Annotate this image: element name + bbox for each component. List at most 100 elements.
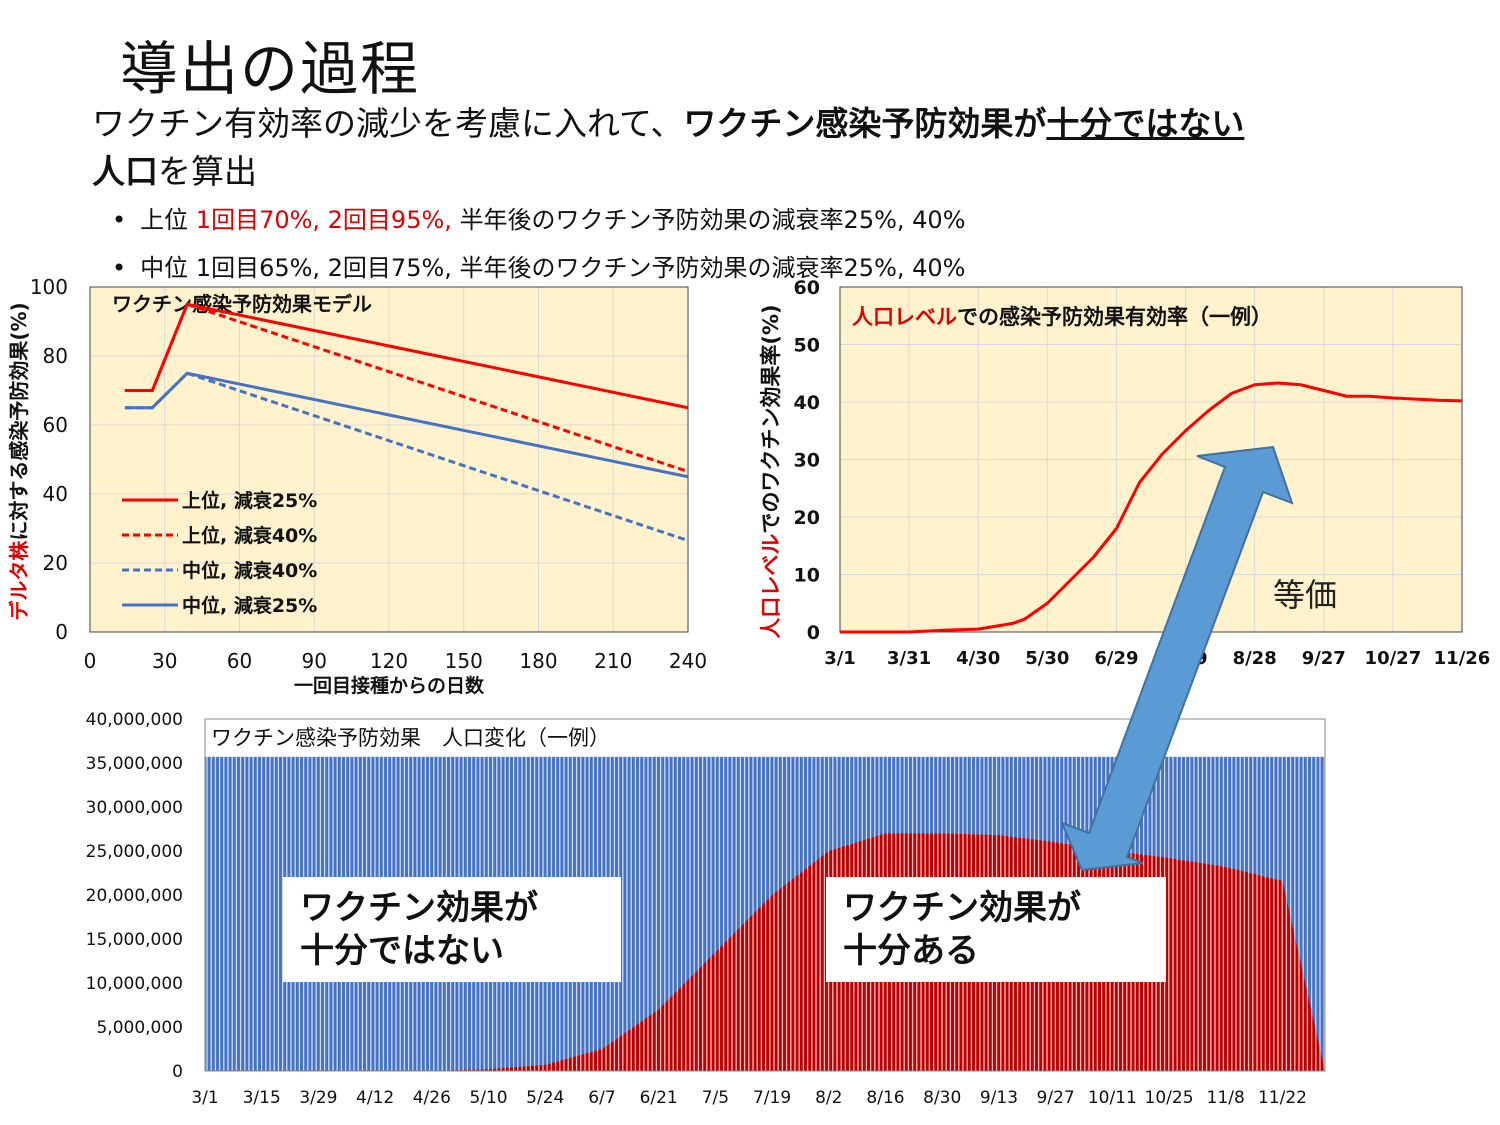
lead-underlined: 十分ではない (1046, 104, 1245, 143)
label-right-line1: ワクチン効果が (843, 888, 1081, 928)
plot-area (89, 286, 689, 633)
x-tick-label: 3/15 (243, 1088, 281, 1108)
x-tick-label: 8/16 (866, 1088, 904, 1108)
x-tick-label: 11/8 (1207, 1088, 1245, 1108)
x-tick-label: 9/27 (1037, 1088, 1075, 1108)
x-tick-label: 10/25 (1145, 1088, 1194, 1108)
y-axis-label-red: 人口レベル (759, 534, 783, 639)
legend-label: 中位, 減衰25% (182, 594, 317, 617)
x-tick-label: 6/21 (640, 1088, 678, 1108)
bullet-1-label: 上位 (140, 206, 189, 234)
x-tick-label: 6/29 (1094, 648, 1138, 669)
area-sufficient (205, 833, 1325, 1071)
label-left-line1: ワクチン効果が (300, 888, 538, 928)
legend-label: 上位, 減衰40% (182, 524, 317, 547)
y-axis-label-rest: に対する感染予防効果(%) (7, 302, 31, 540)
x-tick-label: 5/10 (469, 1088, 507, 1108)
y-tick-label: 50 (794, 335, 820, 357)
x-tick-label: 10/11 (1088, 1088, 1137, 1108)
bullet-2-label: 中位 (140, 254, 189, 282)
y-tick-label: 30 (794, 450, 820, 472)
x-tick-label: 240 (669, 649, 707, 673)
plot-border (89, 286, 689, 633)
equivalent-label: 等価 (1273, 576, 1337, 614)
y-tick-label: 20,000,000 (86, 886, 183, 906)
chart-title: ワクチン感染予防効果モデル (112, 292, 372, 316)
y-tick-label: 35,000,000 (86, 754, 183, 774)
bar-stripes (206, 756, 1325, 1071)
x-tick-label: 8/28 (1233, 648, 1277, 669)
y-axis-label: デルタ株に対する感染予防効果(%) (7, 302, 31, 620)
chart-title: 人口レベルでの感染予防効果有効率（一例） (852, 305, 1272, 329)
y-axis-label: 人口レベルでのワクチン効果率(%) (759, 304, 783, 638)
y-tick-label: 100 (30, 275, 68, 299)
y-tick-label: 40,000,000 (86, 710, 183, 730)
x-tick-label: 4/30 (956, 648, 1000, 669)
y-tick-label: 40 (794, 392, 820, 414)
y-axis-label-rest: でのワクチン効果率(%) (759, 304, 783, 533)
x-tick-label: 10/27 (1365, 648, 1422, 669)
x-tick-label: 8/30 (923, 1088, 961, 1108)
series-line (124, 371, 689, 542)
x-tick-label: 3/29 (299, 1088, 337, 1108)
x-tick-label: 5/24 (526, 1088, 564, 1108)
y-tick-label: 40 (43, 482, 68, 506)
y-tick-label: 0 (807, 622, 820, 644)
x-tick-label: 8/2 (815, 1088, 842, 1108)
y-tick-label: 5,000,000 (96, 1018, 183, 1038)
lead-part1: ワクチン有効率の減少を考慮に入れて、 (92, 104, 684, 143)
x-tick-label: 4/26 (413, 1088, 451, 1108)
legend-label: 中位, 減衰40% (182, 559, 317, 582)
label-box-right (826, 877, 1166, 982)
y-axis-label-red: デルタ株 (7, 540, 31, 621)
x-tick-label: 5/30 (1025, 648, 1069, 669)
lead-bold: ワクチン感染予防効果が (683, 104, 1047, 143)
x-tick-label: 6/7 (588, 1088, 615, 1108)
lead-bold2: 人口 (92, 152, 158, 191)
x-tick-label: 60 (227, 649, 252, 673)
area-not-sufficient (205, 756, 1325, 1071)
y-tick-label: 10 (794, 565, 820, 587)
x-tick-label: 150 (445, 649, 483, 673)
y-tick-label: 0 (172, 1062, 183, 1082)
bullet-2: • 中位 1回目65%, 2回目75%, 半年後のワクチン予防効果の減衰率25%,… (112, 254, 966, 282)
bullet-1-rest: 半年後のワクチン予防効果の減衰率25%, 40% (459, 206, 966, 234)
series-line (840, 381, 1463, 634)
x-tick-label: 11/22 (1258, 1088, 1307, 1108)
x-tick-label: 11/26 (1434, 648, 1491, 669)
bullet-1: • 上位 1回目70%, 2回目95%, 半年後のワクチン予防効果の減衰率25%,… (112, 206, 966, 234)
lead-part2: を算出 (158, 152, 257, 191)
double-arrow (1060, 445, 1294, 872)
y-tick-label: 15,000,000 (86, 930, 183, 950)
x-tick-label: 3/31 (887, 648, 931, 669)
page-title: 導出の過程 (120, 35, 421, 103)
y-tick-label: 20 (794, 507, 820, 529)
x-tick-label: 3/1 (191, 1088, 218, 1108)
title-bg (207, 721, 687, 753)
y-tick-label: 60 (43, 413, 68, 437)
x-tick-label: 0 (84, 649, 97, 673)
x-tick-label: 4/12 (356, 1088, 394, 1108)
x-tick-label: 9/13 (980, 1088, 1018, 1108)
chart-title-red: 人口レベル (852, 305, 957, 329)
plot-area (839, 286, 1463, 633)
plot-area (204, 718, 1326, 1072)
plot-border (839, 286, 1463, 633)
chart-title-rest: での感染予防効果有効率（一例） (957, 305, 1272, 329)
y-tick-label: 80 (43, 344, 68, 368)
x-tick-label: 7/19 (753, 1088, 791, 1108)
x-axis-label: 一回目接種からの日数 (294, 674, 485, 697)
chart-title: ワクチン感染予防効果 人口変化（一例） (211, 726, 610, 750)
x-tick-label: 7/29 (1163, 648, 1207, 669)
series-line (124, 302, 689, 473)
x-tick-label: 3/1 (824, 648, 856, 669)
y-tick-label: 20 (43, 551, 68, 575)
y-tick-label: 30,000,000 (86, 798, 183, 818)
bullet-1-red: 1回目70%, 2回目95%, (195, 206, 452, 234)
bullet-2-rest: 1回目65%, 2回目75%, 半年後のワクチン予防効果の減衰率25%, 40% (195, 254, 966, 282)
x-tick-label: 180 (519, 649, 557, 673)
x-tick-label: 9/27 (1302, 648, 1346, 669)
x-tick-label: 7/5 (702, 1088, 729, 1108)
y-tick-label: 10,000,000 (86, 974, 183, 994)
x-tick-label: 120 (370, 649, 408, 673)
